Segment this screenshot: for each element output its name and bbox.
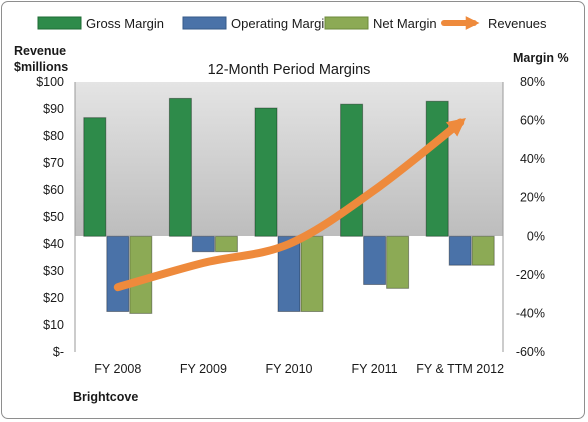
revenues-line-layer	[113, 117, 466, 292]
right-axis-tick-label: 40%	[520, 152, 545, 166]
bar-net-margin-fy-2010	[300, 235, 324, 313]
bar-net-margin-fy-2009	[214, 235, 238, 253]
legend-swatch-operating-margin	[182, 16, 227, 30]
bar-operating-margin-fy-2008	[106, 235, 130, 313]
left-axis-tick-label: $60	[43, 183, 64, 197]
right-axis-tick-label: 60%	[520, 114, 545, 128]
left-axis-tick-label: $100	[36, 75, 64, 89]
chart-title: 12-Month Period Margins	[208, 62, 371, 78]
category-label-fy-2010: FY 2010	[265, 362, 312, 376]
bar-operating-margin-fy-2009	[191, 235, 215, 253]
legend-label-gross-margin: Gross Margin	[86, 16, 164, 31]
legend-swatch-net-margin	[324, 16, 369, 30]
left-axis-tick-label: $40	[43, 237, 64, 251]
right-axis-tick-label: 80%	[520, 75, 545, 89]
left-axis-tick-label: $10	[43, 318, 64, 332]
category-label-fy-2009: FY 2009	[180, 362, 227, 376]
bar-net-margin-fy-2011	[386, 235, 410, 289]
category-label-fy-2008: FY 2008	[94, 362, 141, 376]
right-axis-title: Margin %	[513, 51, 569, 65]
legend-swatch-gross-margin	[37, 16, 82, 30]
right-axis-tick-label: -60%	[516, 345, 545, 359]
category-label-fy-2011: FY 2011	[352, 362, 398, 376]
bar-gross-margin-fy-2009	[168, 97, 192, 237]
left-axis-tick-label: $90	[43, 102, 64, 116]
legend: Gross Margin Operating Margin Net Margin…	[37, 16, 547, 31]
bar-gross-margin-fy-2008	[83, 117, 107, 237]
right-axis-tick-label: -40%	[516, 306, 545, 320]
legend-label-revenues: Revenues	[488, 16, 547, 31]
left-axis-title-line2: $millions	[14, 60, 68, 74]
left-axis-tick-label: $80	[43, 129, 64, 143]
bar-net-margin-fy-ttm-2012	[471, 235, 495, 266]
left-axis-tick-label: $20	[43, 291, 64, 305]
right-axis-tick-label: -20%	[516, 268, 545, 282]
right-axis-tick-label: 0%	[527, 229, 545, 243]
legend-label-operating-margin: Operating Margin	[231, 16, 331, 31]
left-axis-title-line1: Revenue	[14, 44, 66, 58]
left-axis-ticks: $- $10 $20 $30 $40 $50 $60 $70 $80 $90 $100	[36, 75, 64, 359]
right-axis-tick-label: 20%	[520, 191, 545, 205]
bar-gross-margin-fy-ttm-2012	[425, 100, 449, 237]
category-axis-labels: FY 2008 FY 2009 FY 2010 FY 2011 FY & TTM 201…	[94, 362, 504, 376]
left-axis-tick-label: $50	[43, 210, 64, 224]
right-axis-ticks: -60% -40% -20% 0% 20% 40% 60% 80%	[516, 75, 545, 359]
bar-operating-margin-fy-ttm-2012	[448, 235, 472, 266]
left-axis-tick-label: $-	[53, 345, 64, 359]
left-axis-tick-label: $30	[43, 264, 64, 278]
category-label-fy-ttm-2012: FY & TTM 2012	[416, 362, 504, 376]
legend-label-net-margin: Net Margin	[373, 16, 437, 31]
bar-gross-margin-fy-2010	[254, 107, 278, 237]
left-axis-tick-label: $70	[43, 156, 64, 170]
company-label: Brightcove	[73, 390, 138, 404]
bar-operating-margin-fy-2011	[363, 235, 387, 286]
bar-operating-margin-fy-2010	[277, 235, 301, 313]
